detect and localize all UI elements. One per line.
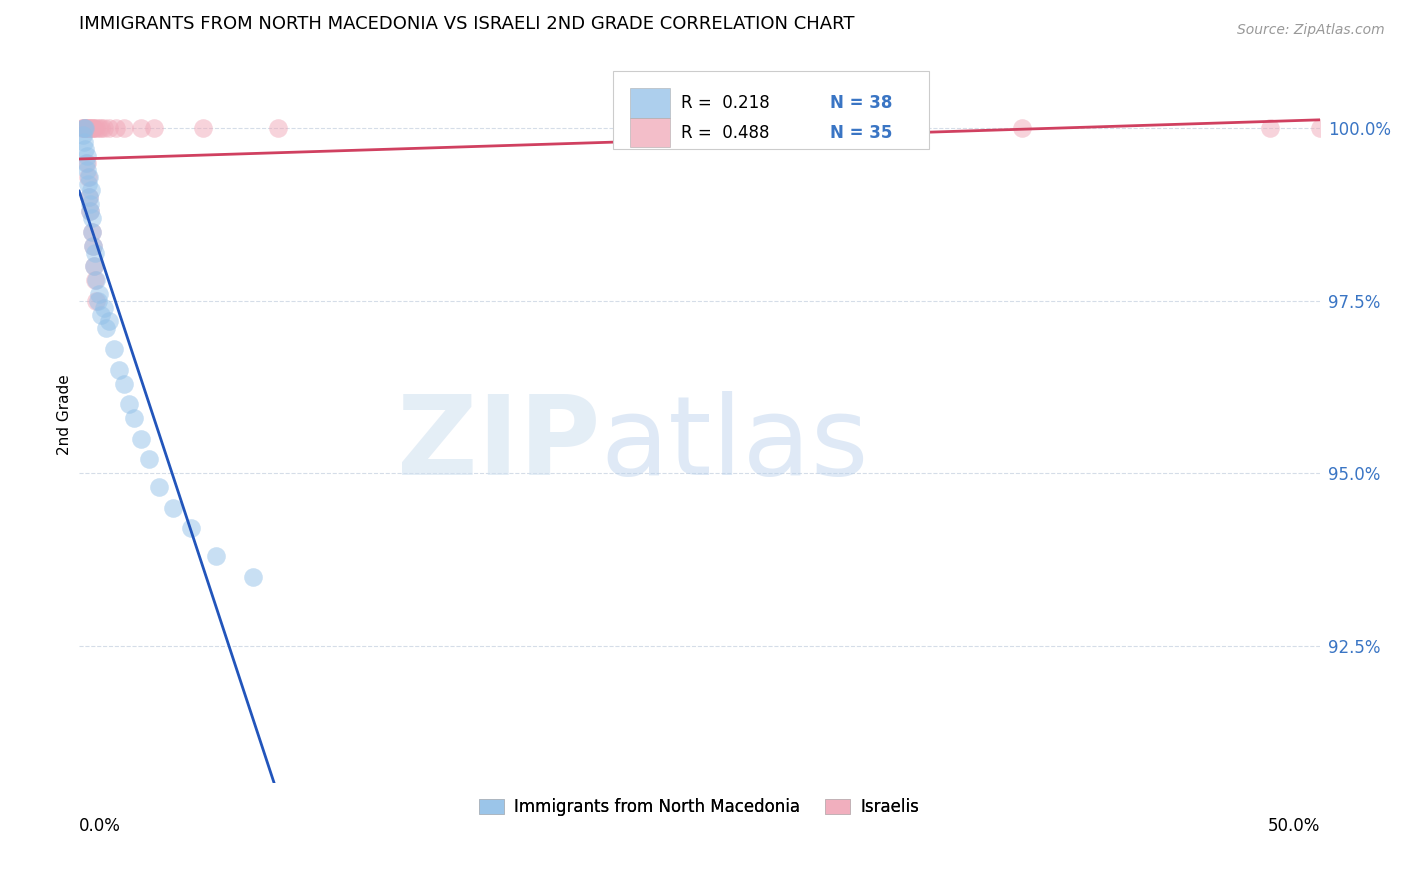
- Point: [75, 156, 97, 170]
- Point: [118, 397, 141, 411]
- Point: [105, 121, 128, 136]
- Point: [83, 260, 105, 274]
- Point: [97, 314, 120, 328]
- Legend: Immigrants from North Macedonia, Israelis: Immigrants from North Macedonia, Israeli…: [472, 792, 927, 823]
- Point: [242, 569, 264, 583]
- Point: [142, 121, 165, 136]
- Point: [82, 238, 104, 252]
- Point: [103, 342, 125, 356]
- Text: N = 35: N = 35: [830, 124, 891, 142]
- Point: [1011, 121, 1033, 136]
- Point: [72, 128, 94, 143]
- Point: [1258, 121, 1281, 136]
- Point: [77, 121, 100, 136]
- Point: [79, 121, 101, 136]
- Point: [80, 184, 103, 198]
- Point: [80, 225, 103, 239]
- Point: [76, 169, 98, 184]
- Point: [90, 308, 112, 322]
- Point: [112, 376, 135, 391]
- FancyBboxPatch shape: [630, 88, 669, 118]
- Point: [76, 156, 98, 170]
- Text: atlas: atlas: [600, 391, 869, 498]
- Point: [77, 169, 100, 184]
- Point: [148, 480, 170, 494]
- Point: [73, 135, 96, 149]
- Point: [76, 162, 98, 177]
- Point: [266, 121, 288, 136]
- Point: [72, 121, 94, 136]
- Point: [193, 121, 215, 136]
- Point: [82, 121, 104, 136]
- Point: [688, 121, 710, 136]
- Point: [79, 197, 101, 211]
- Point: [80, 121, 103, 136]
- Text: N = 38: N = 38: [830, 95, 891, 112]
- FancyBboxPatch shape: [630, 118, 669, 147]
- Point: [76, 121, 98, 136]
- Point: [162, 500, 184, 515]
- Point: [82, 238, 104, 252]
- Point: [86, 121, 108, 136]
- Point: [83, 121, 105, 136]
- Point: [72, 121, 94, 136]
- Point: [87, 286, 110, 301]
- Point: [70, 121, 93, 136]
- Text: R =  0.218: R = 0.218: [681, 95, 769, 112]
- Text: IMMIGRANTS FROM NORTH MACEDONIA VS ISRAELI 2ND GRADE CORRELATION CHART: IMMIGRANTS FROM NORTH MACEDONIA VS ISRAE…: [79, 15, 855, 33]
- Point: [204, 549, 226, 563]
- Point: [87, 121, 110, 136]
- Point: [112, 121, 135, 136]
- Point: [83, 260, 105, 274]
- Point: [76, 177, 98, 191]
- Point: [77, 190, 100, 204]
- Point: [79, 204, 101, 219]
- Point: [138, 452, 160, 467]
- Point: [129, 121, 152, 136]
- Point: [77, 190, 100, 204]
- Point: [86, 273, 108, 287]
- Point: [93, 121, 115, 136]
- Point: [76, 121, 98, 136]
- Point: [129, 432, 152, 446]
- Point: [180, 521, 202, 535]
- FancyBboxPatch shape: [613, 71, 929, 149]
- Point: [84, 273, 107, 287]
- Text: 50.0%: 50.0%: [1267, 817, 1320, 835]
- Point: [97, 121, 120, 136]
- Point: [80, 225, 103, 239]
- Point: [84, 245, 107, 260]
- Point: [73, 121, 96, 136]
- Point: [73, 121, 96, 136]
- Point: [108, 363, 131, 377]
- Point: [90, 121, 112, 136]
- Text: ZIP: ZIP: [396, 391, 600, 498]
- Point: [79, 204, 101, 219]
- Point: [87, 293, 110, 308]
- Point: [96, 321, 118, 335]
- Text: 0.0%: 0.0%: [79, 817, 121, 835]
- Point: [75, 121, 97, 136]
- Y-axis label: 2nd Grade: 2nd Grade: [58, 375, 72, 455]
- Point: [122, 411, 145, 425]
- Text: Source: ZipAtlas.com: Source: ZipAtlas.com: [1237, 23, 1385, 37]
- Point: [1309, 121, 1331, 136]
- Text: R =  0.488: R = 0.488: [681, 124, 769, 142]
- Point: [93, 301, 115, 315]
- Point: [75, 142, 97, 156]
- Point: [86, 293, 108, 308]
- Point: [80, 211, 103, 225]
- Point: [76, 149, 98, 163]
